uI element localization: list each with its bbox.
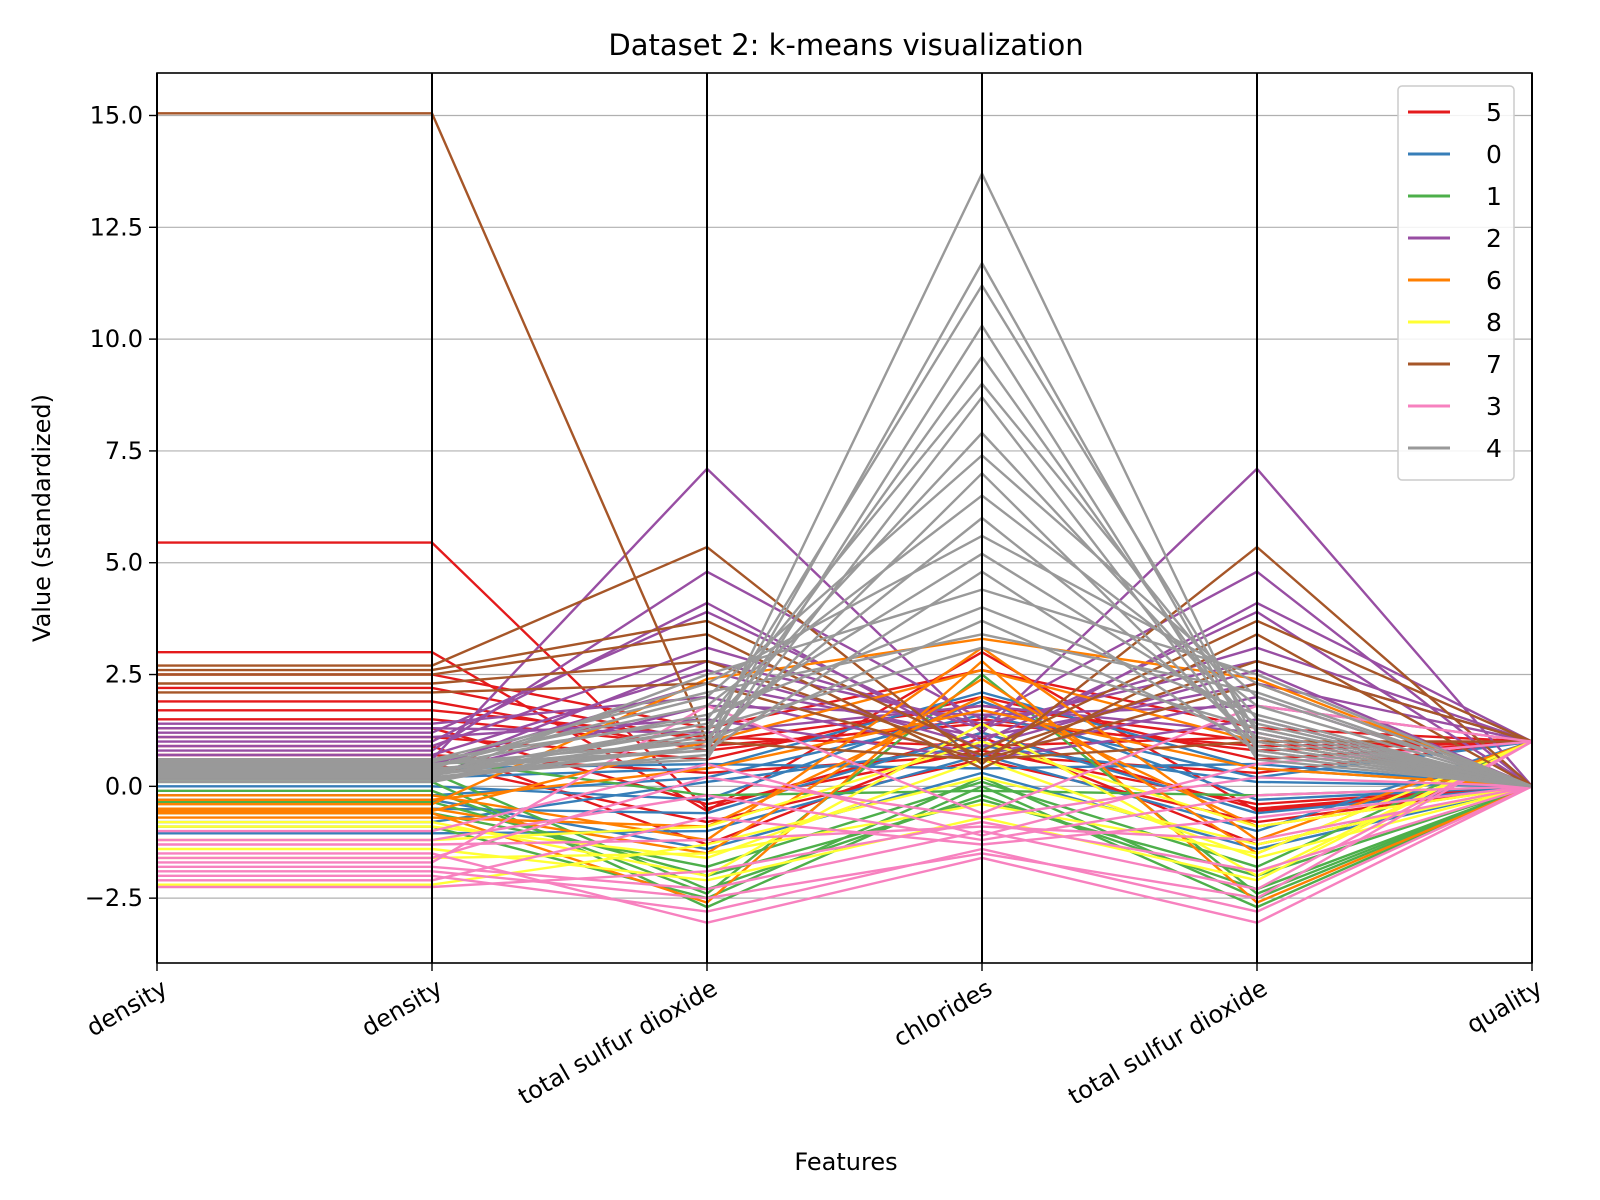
- chart-title: Dataset 2: k-means visualization: [608, 28, 1083, 62]
- series-line-6: [157, 637, 1533, 806]
- x-tick-label: total sulfur dioxide: [1063, 974, 1272, 1111]
- series-line-4: [157, 646, 1533, 788]
- series-line-4: [157, 494, 1533, 788]
- series-line-4: [157, 534, 1533, 788]
- x-axis-ticks: density density total sulfur dioxide chlori…: [82, 963, 1547, 1111]
- legend-label: 3: [1486, 392, 1502, 421]
- y-tick-label: 7.5: [105, 437, 143, 465]
- series-line-4: [157, 172, 1533, 788]
- legend: 5 0 1 2 6 8 7 3 4: [1397, 85, 1515, 481]
- y-tick-label: 2.5: [105, 661, 143, 689]
- y-tick-label: −2.5: [85, 884, 143, 912]
- series-line-7: [157, 659, 1533, 757]
- legend-label: 0: [1486, 140, 1502, 169]
- legend-box: [1397, 85, 1515, 481]
- y-tick-label: 0.0: [105, 772, 143, 800]
- plot-frame: [156, 72, 1533, 964]
- legend-label: 8: [1486, 308, 1502, 337]
- series-line-7: [157, 633, 1533, 788]
- series-line-3: [157, 740, 1533, 900]
- x-tick-label: quality: [1462, 974, 1547, 1039]
- y-tick-label: 12.5: [90, 213, 143, 241]
- series-line-6: [157, 659, 1533, 904]
- x-axis-label: Features: [794, 1148, 897, 1176]
- y-tick-label: 15.0: [90, 101, 143, 129]
- series-line-4: [157, 552, 1533, 788]
- legend-label: 7: [1486, 350, 1502, 379]
- series-line-3: [157, 785, 1533, 846]
- series-line-3: [157, 785, 1533, 889]
- legend-label: 1: [1486, 182, 1502, 211]
- series-line-4: [157, 606, 1533, 788]
- series-line-7: [157, 619, 1533, 752]
- data-lines: [157, 112, 1533, 924]
- series-line-4: [157, 633, 1533, 788]
- x-tick-label: chlorides: [889, 974, 997, 1053]
- series-line-6: [157, 709, 1533, 801]
- series-line-3: [157, 740, 1533, 891]
- legend-label: 5: [1486, 98, 1502, 127]
- y-tick-label: 5.0: [105, 549, 143, 577]
- series-line-8: [157, 776, 1533, 886]
- series-line-2: [157, 570, 1533, 788]
- series-line-3: [157, 785, 1533, 913]
- legend-label: 6: [1486, 266, 1502, 295]
- series-line-4: [157, 324, 1533, 788]
- series-line-4: [157, 284, 1533, 788]
- series-line-6: [157, 646, 1533, 842]
- legend-label: 2: [1486, 224, 1502, 253]
- y-axis-label: Value (standardized): [28, 394, 56, 642]
- series-line-3: [157, 785, 1533, 882]
- legend-label: 4: [1486, 434, 1502, 463]
- series-line-5: [157, 541, 1533, 810]
- series-line-3: [157, 776, 1533, 860]
- series-line-7: [157, 545, 1533, 788]
- x-tick-label: density: [82, 974, 172, 1042]
- x-tick-label: total sulfur dioxide: [513, 974, 722, 1111]
- series-line-3: [157, 785, 1533, 842]
- series-line-3: [157, 785, 1533, 924]
- y-tick-label: 10.0: [90, 325, 143, 353]
- series-line-4: [157, 619, 1533, 788]
- series-line-8: [157, 758, 1533, 860]
- series-line-4: [157, 588, 1533, 788]
- y-axis-ticks: −2.5 0.0 2.5 5.0 7.5 10.0 12.5 15.0: [85, 101, 157, 912]
- x-tick-label: density: [357, 974, 447, 1042]
